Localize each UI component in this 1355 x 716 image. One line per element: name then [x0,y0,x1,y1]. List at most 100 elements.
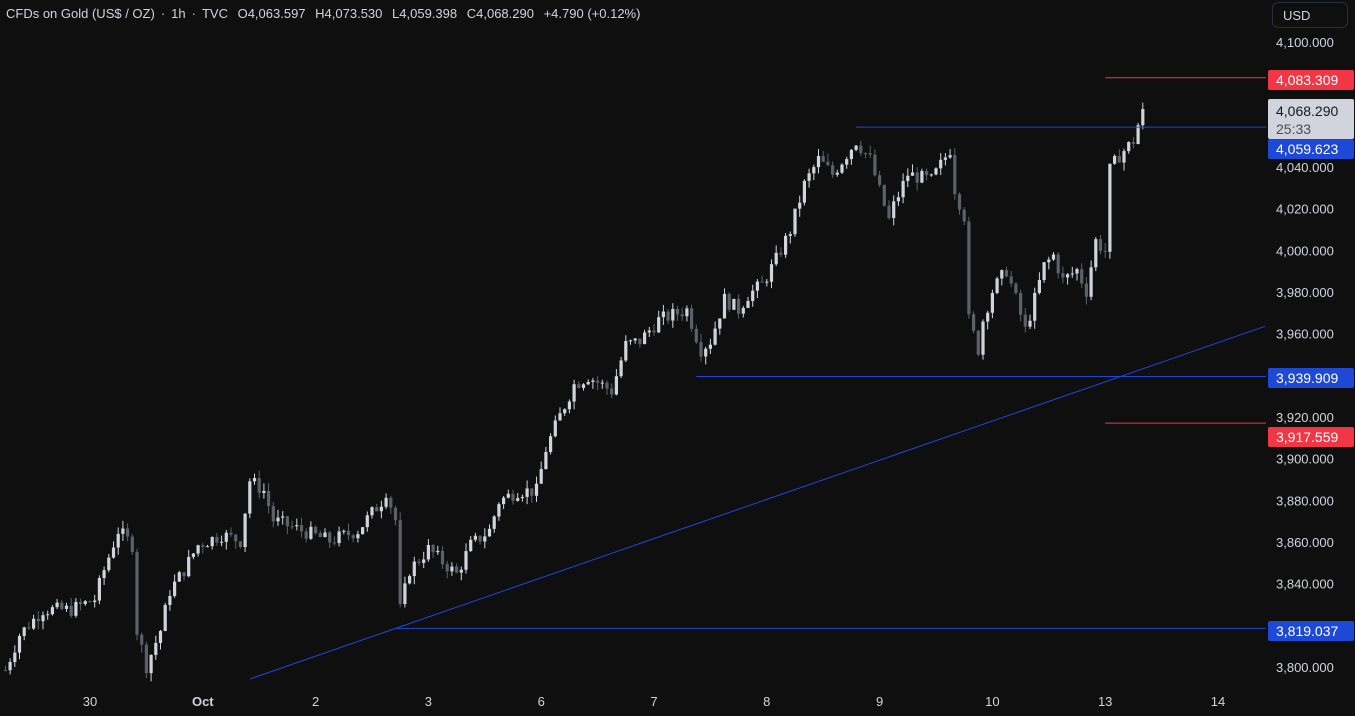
candle-up [111,547,116,558]
candle-down [1023,314,1027,327]
candle-up [581,384,586,388]
candle-up [370,507,374,516]
bar-countdown: 25:33 [1276,121,1311,137]
candle-up [121,528,125,534]
ohlc-close: C4,068.290 [466,6,534,21]
candle-up [807,173,811,181]
price-tick-label: 3,800.000 [1276,660,1334,675]
price-label-bg [1268,70,1354,90]
candle-up [1037,280,1041,293]
price-label: 3,917.559 [1276,429,1338,445]
candle-up [755,281,759,291]
separator: · [160,6,166,21]
candle-down [925,170,929,176]
ohlc-open: O4,063.597 [237,6,306,21]
candle-up [558,413,562,421]
candle-up [765,281,769,283]
price-tick-label: 3,980.000 [1276,285,1334,300]
candle-down [389,497,393,508]
symbol-legend: CFDs on Gold (US$ / OZ) · 1h · TVC O4,063.59… [6,6,646,21]
candle-down [1098,239,1103,251]
candle-up [910,172,915,176]
price-tick-label: 4,100.000 [1276,35,1334,50]
candle-down [675,308,680,315]
candle-up [220,541,224,543]
candle-up [643,332,647,345]
candle-up [995,278,999,294]
candle-down [821,156,825,162]
candle-down [1117,155,1121,163]
candle-up [722,293,727,319]
candle-up [943,157,947,160]
candle-up [1136,125,1140,144]
interval[interactable]: 1h [171,6,186,21]
candle-down [351,535,355,539]
candle-up [802,180,806,203]
candle-down [760,281,764,283]
candle-down [234,534,238,542]
candle-up [892,201,896,219]
price-label-bg [1268,139,1354,159]
candle-down [299,525,304,532]
candle-up [323,532,327,538]
candle-up [1066,274,1070,278]
symbol-name[interactable]: CFDs on Gold (US$ / OZ) [6,6,155,21]
candle-up [793,208,797,235]
candle-up [13,652,17,663]
candle-down [596,380,600,383]
candle-down [863,153,868,155]
candle-down [826,161,830,166]
candle-up [243,513,247,547]
ohlc-high: H4,073.530 [315,6,383,21]
candle-up [544,452,548,470]
candle-up [492,516,496,529]
candle-up [774,252,778,265]
price-label: 3,819.037 [1276,623,1338,639]
candle-down [1061,273,1065,278]
candle-up [168,595,172,605]
candle-down [229,532,233,535]
candle-up [384,497,388,507]
candle-up [483,536,487,542]
candle-down [1009,276,1013,284]
candle-down [304,531,308,539]
candle-down [957,194,962,210]
candle-up [295,525,299,527]
candle-up [1051,254,1056,260]
candle-down [257,478,261,493]
time-tick-label: 8 [763,694,770,709]
candle-up [158,630,163,643]
candle-up [614,376,618,395]
candle-down [215,537,219,543]
candle-up [46,614,50,616]
candle-down [1056,254,1060,274]
candle-up [473,535,477,540]
candle-up [906,175,910,181]
candle-up [276,517,280,522]
candle-up [534,483,539,496]
candle-down [478,535,482,542]
separator: · [191,6,196,21]
time-tick-label: 13 [1098,694,1112,709]
currency-button[interactable]: USD [1272,2,1348,28]
time-tick-label: 30 [83,694,97,709]
candle-down [882,184,886,206]
time-tick-label: 3 [425,694,432,709]
price-tick-label: 3,840.000 [1276,577,1334,592]
candle-down [271,506,275,522]
candle-down [699,342,703,357]
candle-up [196,545,200,554]
candle-up [671,308,675,321]
candle-down [3,670,7,672]
candle-down [1131,142,1135,144]
time-tick-label: Oct [192,694,214,709]
time-axis[interactable]: 30 Oct 2 3 6 7 8 9 10 13 14 [83,694,1225,709]
price-axis[interactable]: 4,100.000 4,040.000 4,020.000 4,000.000 3,98… [1276,35,1334,675]
candle-down [140,634,144,645]
candle-up [647,330,651,333]
candle-down [1014,283,1018,294]
candle-down [779,252,783,255]
candle-down [868,153,872,155]
price-tick-label: 3,960.000 [1276,327,1334,342]
